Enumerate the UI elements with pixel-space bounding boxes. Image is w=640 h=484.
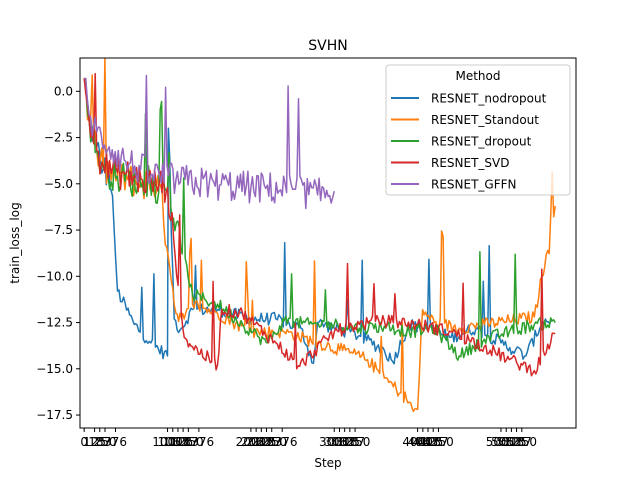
x-tick-label: 3250 <box>340 435 371 449</box>
x-tick-label: 2250 <box>256 435 287 449</box>
y-tick-label: −15.0 <box>36 362 73 376</box>
y-tick-label: 0.0 <box>54 84 73 98</box>
legend-title: Method <box>455 69 500 83</box>
y-axis-ticks: 0.0 −2.5 −5.0 −7.5 −10.0 −12.5 −15.0 −17.5 <box>36 84 80 422</box>
y-tick-label: −12.5 <box>36 316 73 330</box>
chart-title: SVHN <box>308 38 347 54</box>
plot-frame <box>79 57 577 429</box>
x-tick-label: 4187 <box>418 435 449 449</box>
x-tick-label: 5000 <box>486 435 517 449</box>
x-tick-label: 4000 <box>402 435 433 449</box>
legend-label: RESNET_GFFN <box>431 178 517 192</box>
x-tick-label: 250 <box>94 435 117 449</box>
x-tick-label: 1063 <box>158 435 189 449</box>
y-axis-label: train_loss_log <box>8 202 22 283</box>
y-tick-label: −5.0 <box>44 177 73 191</box>
x-tick-label: 0 <box>80 435 88 449</box>
legend-items: RESNET_nodropout RESNET_Standout RESNET_dr… <box>391 92 547 192</box>
x-tick-label: 3187 <box>335 435 366 449</box>
x-tick-label: 4125 <box>413 435 444 449</box>
x-tick-label: 5187 <box>501 435 532 449</box>
x-tick-label: 3125 <box>329 435 360 449</box>
x-tick-label: 2063 <box>241 435 272 449</box>
x-tick-label: 3000 <box>319 435 350 449</box>
legend-box <box>385 64 571 196</box>
x-tick-label: 1187 <box>168 435 199 449</box>
x-tick-label: 5250 <box>507 435 538 449</box>
series-layer <box>83 58 556 413</box>
x-tick-label: 2125 <box>246 435 277 449</box>
y-tick-label: −17.5 <box>36 408 73 422</box>
x-tick-label: 5125 <box>496 435 527 449</box>
x-tick-label: 187 <box>88 435 111 449</box>
legend-label: RESNET_nodropout <box>431 92 547 106</box>
x-tick-label: 376 <box>104 435 127 449</box>
x-tick-label: 2000 <box>236 435 267 449</box>
legend: Method RESNET_nodropoutRESNET_StandoutRE… <box>385 64 571 196</box>
x-tick-label: 1376 <box>184 435 215 449</box>
x-tick-label: 1000 <box>152 435 183 449</box>
x-tick-label: 3063 <box>324 435 355 449</box>
series-line-resnet-gffn <box>84 74 336 210</box>
x-tick-label: 2376 <box>267 435 298 449</box>
legend-label: RESNET_dropout <box>431 135 532 149</box>
y-tick-label: −2.5 <box>44 131 73 145</box>
x-tick-label: 1250 <box>173 435 204 449</box>
legend-label: RESNET_SVD <box>431 156 510 170</box>
series-line-resnet-nodropout <box>83 78 552 365</box>
x-tick-label: 4250 <box>423 435 454 449</box>
series-line-resnet-svd <box>83 72 556 377</box>
x-tick-label: 2187 <box>251 435 282 449</box>
y-tick-label: −10.0 <box>36 269 73 283</box>
legend-label: RESNET_Standout <box>431 113 539 127</box>
x-tick-label: 1125 <box>163 435 194 449</box>
x-tick-label: 125 <box>83 435 106 449</box>
x-tick-label: 4063 <box>408 435 439 449</box>
y-tick-label: −7.5 <box>44 223 73 237</box>
x-tick-label: 5063 <box>491 435 522 449</box>
x-axis-label: Step <box>314 456 341 470</box>
series-line-resnet-standout <box>83 58 556 413</box>
